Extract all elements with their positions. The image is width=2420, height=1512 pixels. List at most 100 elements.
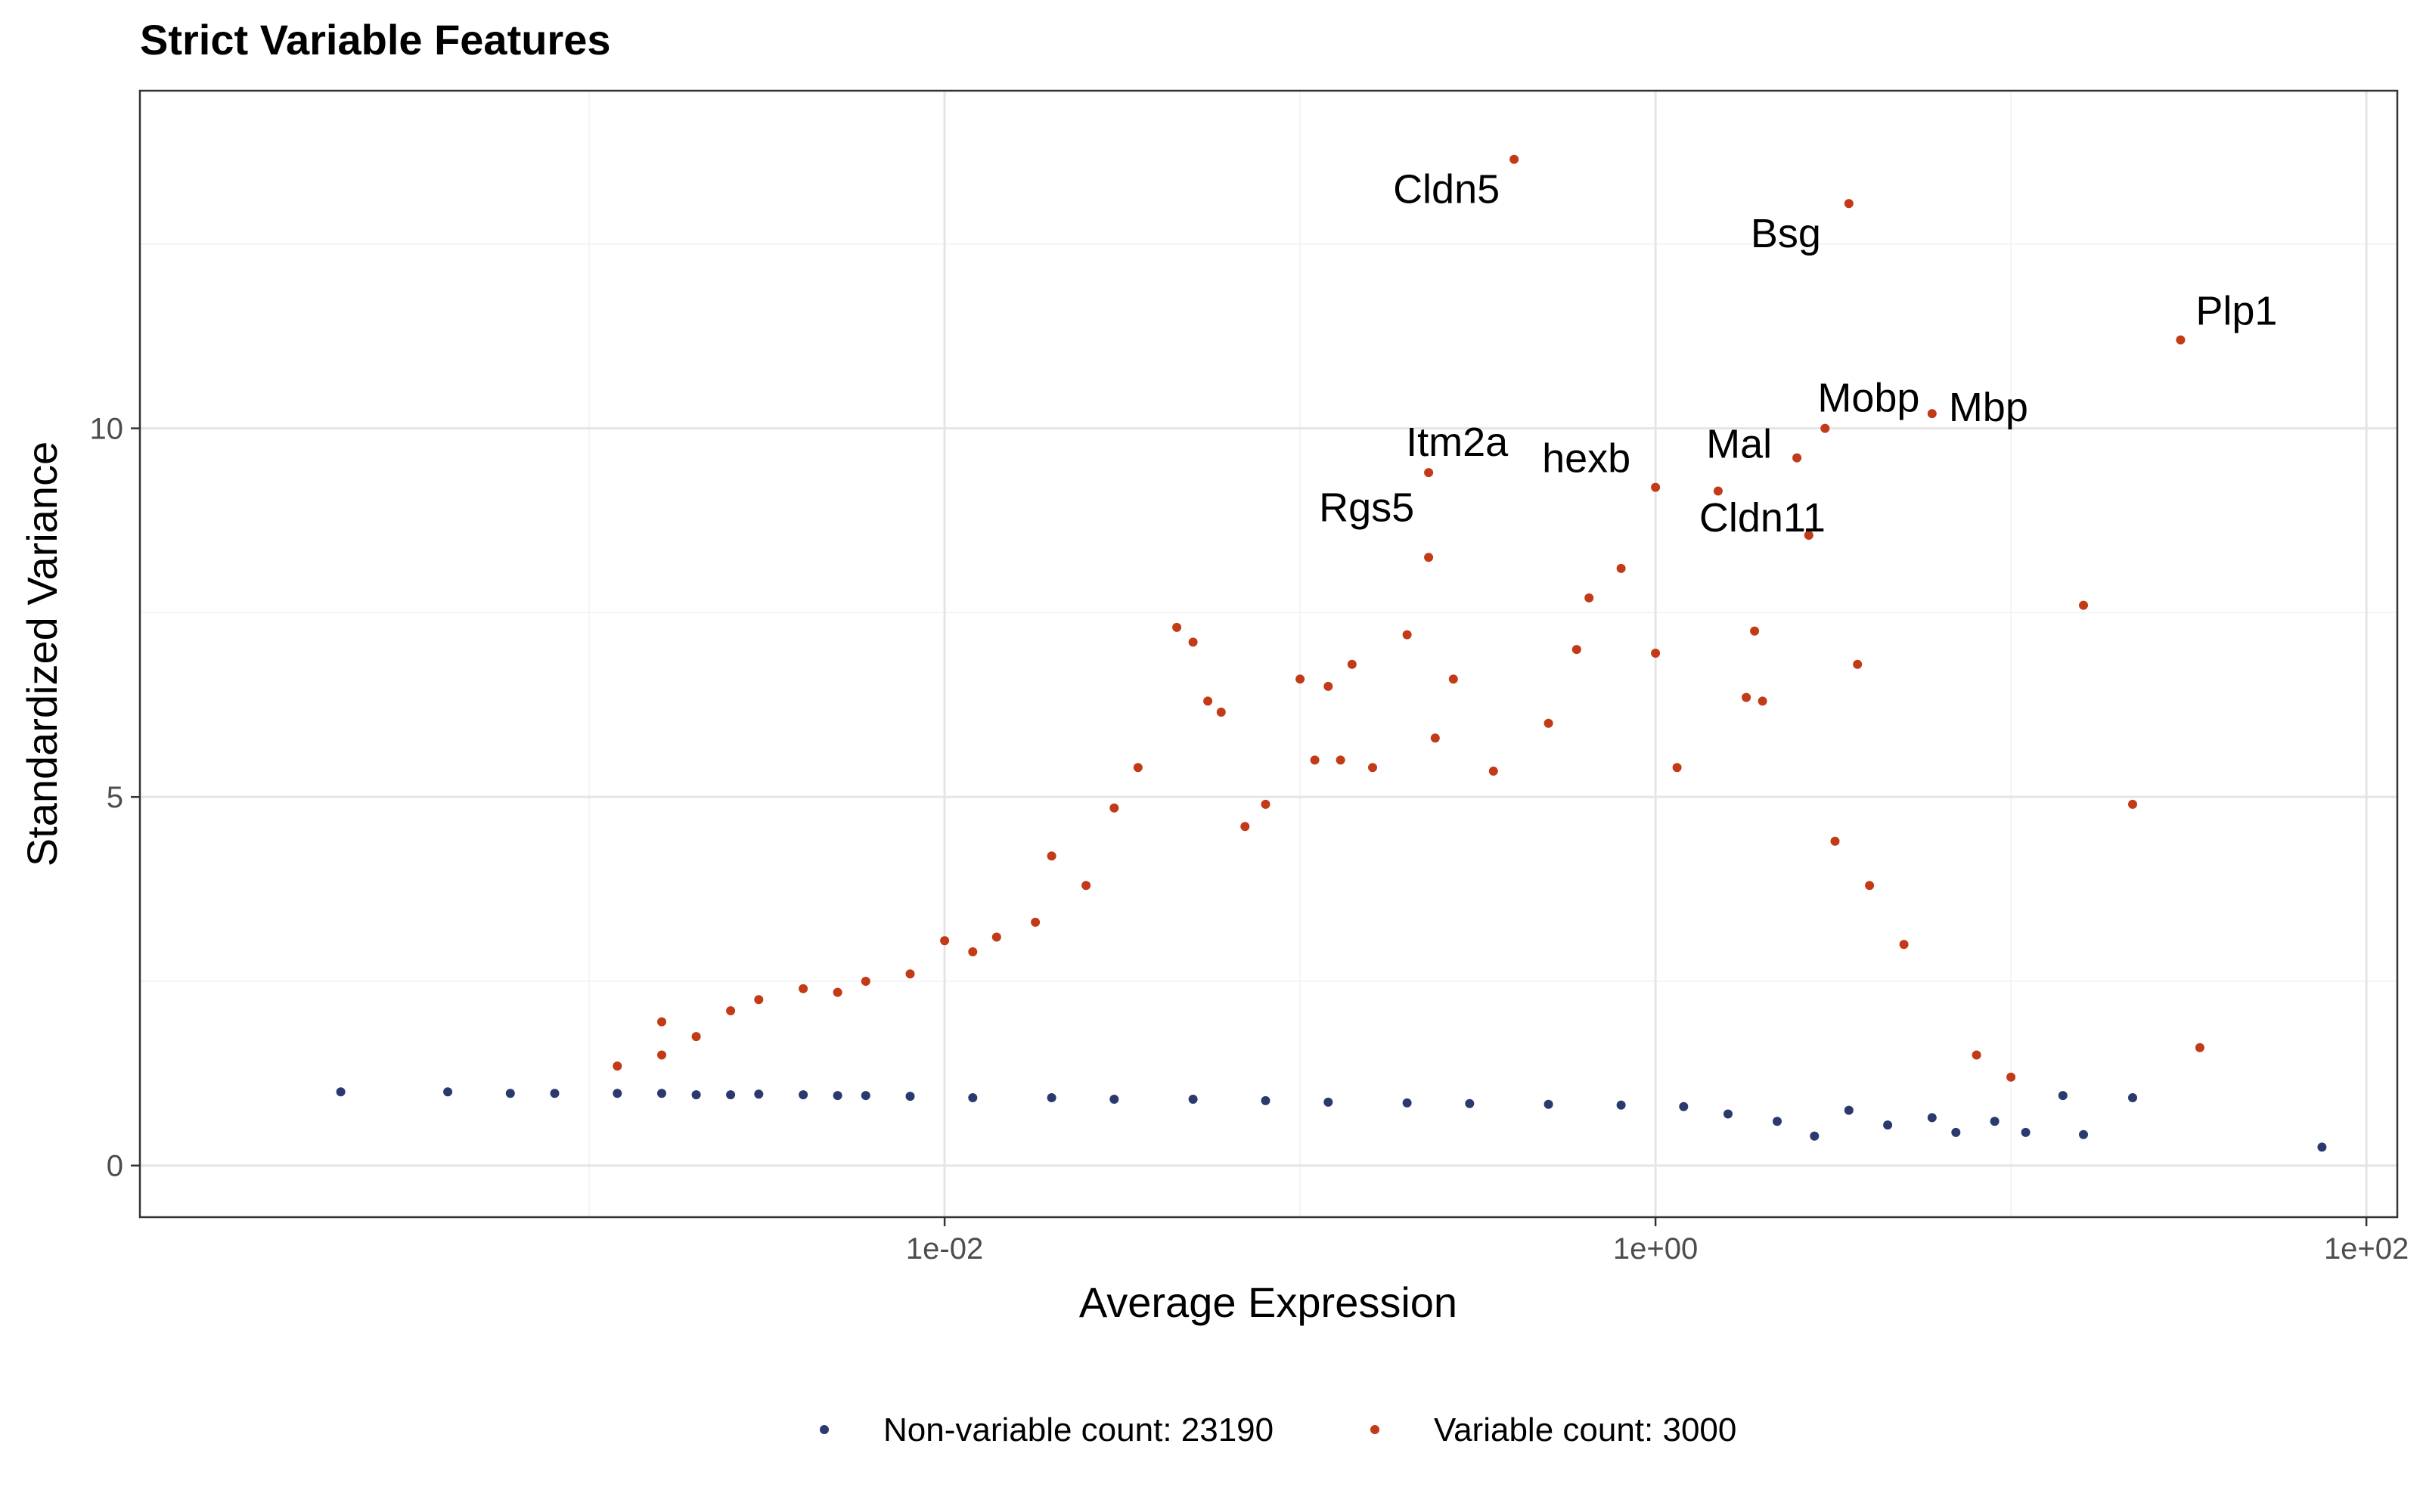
non-variable-point — [336, 1087, 346, 1097]
non-variable-point — [505, 1089, 515, 1098]
gene-label: Plp1 — [2195, 289, 2277, 334]
variable-point — [2128, 799, 2137, 809]
non-variable-point — [2021, 1127, 2031, 1137]
chart-title: Strict Variable Features — [140, 16, 611, 64]
variable-point — [1424, 553, 1434, 562]
variable-point — [1109, 803, 1119, 813]
non-variable-point — [1261, 1095, 1270, 1105]
variable-point — [1758, 696, 1767, 706]
variable-point — [613, 1061, 622, 1071]
variable-point — [1792, 453, 1802, 463]
non-variable-point — [861, 1091, 870, 1101]
gene-label: Mbp — [1949, 385, 2028, 430]
variable-point — [1488, 767, 1498, 776]
non-variable-point — [726, 1090, 736, 1100]
variable-point — [1742, 692, 1751, 702]
x-tick-label: 1e+02 — [2324, 1232, 2409, 1266]
variable-point — [1402, 630, 1412, 640]
non-variable-point — [1844, 1105, 1854, 1115]
variable-point — [1081, 881, 1091, 891]
variable-point — [2176, 335, 2186, 345]
legend-key-variable — [1370, 1425, 1379, 1434]
non-variable-point — [1810, 1131, 1820, 1141]
y-tick-label: 5 — [107, 781, 123, 814]
variable-point — [1584, 593, 1594, 603]
x-axis-title: Average Expression — [1079, 1278, 1457, 1326]
variable-point — [1216, 708, 1226, 717]
variable-point — [1448, 674, 1458, 684]
non-variable-point — [550, 1089, 560, 1098]
non-variable-point — [1323, 1097, 1333, 1107]
plot-panel-border — [138, 89, 2399, 1219]
variable-point — [1927, 409, 1937, 419]
variable-point — [1031, 917, 1041, 927]
non-variable-point — [754, 1089, 764, 1099]
variable-point — [2079, 600, 2088, 610]
variable-point — [1336, 755, 1345, 765]
non-variable-point — [691, 1090, 701, 1100]
grid — [140, 91, 2397, 1217]
gene-labels: Cldn5 Bsg Plp1 Mobp Mbp Itm2a hexb Mal Rgs5 Cldn1… — [1319, 167, 2277, 541]
variable-point — [1651, 649, 1661, 658]
gene-label: Rgs5 — [1319, 485, 1414, 530]
non-variable-point — [657, 1089, 666, 1098]
x-tick-label: 1e-02 — [906, 1232, 983, 1266]
legend-label: Non-variable count: 23190 — [883, 1411, 1274, 1448]
variable-point — [1820, 423, 1830, 433]
variable-point — [1713, 486, 1723, 496]
non-variable-point — [2317, 1142, 2327, 1152]
variable-point — [657, 1017, 666, 1027]
legend-label: Variable count: 3000 — [1434, 1411, 1736, 1448]
variable-point — [1750, 626, 1760, 636]
variable-point — [940, 936, 950, 946]
non-variable-point — [1109, 1095, 1119, 1104]
variable-point — [1830, 836, 1840, 846]
variable-point — [1616, 563, 1626, 573]
variable-point — [833, 987, 842, 997]
variable-point — [2006, 1072, 2016, 1082]
variable-point — [1295, 674, 1305, 684]
variable-point — [991, 932, 1001, 942]
non-variable-point — [1723, 1109, 1733, 1119]
variable-point — [1672, 763, 1682, 773]
non-variable-point — [1616, 1100, 1626, 1110]
non-variable-point — [613, 1089, 622, 1098]
variable-point — [1240, 822, 1250, 832]
variable-point — [1509, 154, 1519, 164]
non-variable-point — [1990, 1117, 2000, 1126]
variable-point — [1804, 531, 1813, 540]
gene-label: Cldn11 — [1699, 495, 1826, 541]
variable-point — [1865, 881, 1875, 891]
non-variable-point — [1188, 1095, 1198, 1104]
variable-point — [1368, 763, 1377, 773]
plot-background — [140, 91, 2397, 1217]
non-variable-point — [1679, 1101, 1689, 1111]
variable-point — [799, 984, 808, 993]
non-variable-point — [2079, 1129, 2088, 1139]
gene-label: hexb — [1542, 436, 1630, 482]
variable-point — [1261, 799, 1270, 809]
variable-point — [1853, 659, 1863, 669]
non-variable-point — [443, 1087, 453, 1097]
variable-point — [1310, 755, 1320, 765]
data-points — [336, 154, 2327, 1152]
non-variable-point — [905, 1092, 915, 1101]
non-variable-point — [1544, 1099, 1553, 1109]
variable-point — [1844, 199, 1854, 209]
variable-point — [1203, 696, 1213, 706]
non-variable-point — [799, 1090, 808, 1100]
variable-point — [657, 1050, 666, 1060]
variable-point — [968, 947, 978, 956]
variable-point — [1972, 1050, 1981, 1060]
variable-point — [1133, 763, 1143, 773]
gene-label: Mal — [1706, 422, 1772, 467]
non-variable-point — [833, 1091, 842, 1101]
non-variable-point — [1465, 1098, 1475, 1108]
x-tick-label: 1e+00 — [1613, 1232, 1698, 1266]
variable-point — [1544, 718, 1553, 728]
non-variable-point — [1047, 1093, 1056, 1102]
gene-label: Mobp — [1817, 376, 1919, 421]
legend: Non-variable count: 23190 Variable count:… — [820, 1411, 1736, 1448]
